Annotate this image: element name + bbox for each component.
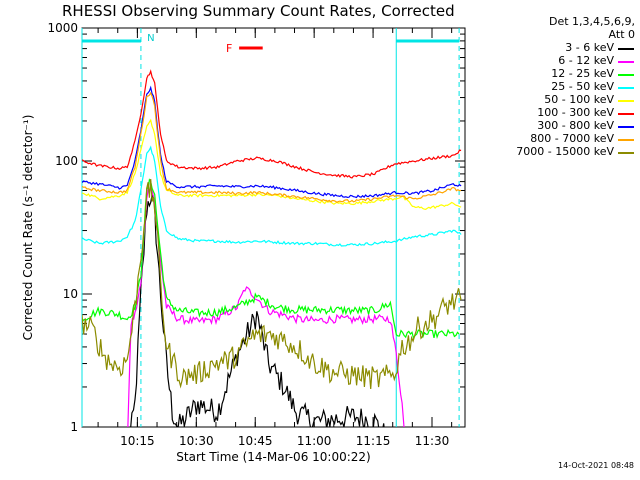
legend-swatch — [618, 126, 634, 128]
x-axis-label: Start Time (14-Mar-06 10:00:22) — [176, 450, 370, 464]
legend-label: 800 - 7000 keV — [530, 132, 614, 145]
y-tick-label: 100 — [55, 154, 78, 168]
legend-swatch — [618, 139, 634, 141]
y-tick-label: 1000 — [47, 21, 78, 35]
legend-swatch — [618, 152, 634, 154]
x-tick-label: 10:30 — [179, 434, 214, 448]
chart-title: RHESSI Observing Summary Count Rates, Co… — [62, 2, 455, 20]
legend-swatch — [618, 74, 634, 76]
legend-header-line-1: Det 1,3,4,5,6,9, — [548, 15, 635, 28]
legend-swatch — [618, 100, 634, 102]
y-tick-label: 10 — [63, 287, 78, 301]
x-tick-label: 11:30 — [415, 434, 450, 448]
legend-label: 12 - 25 keV — [551, 67, 614, 80]
legend-label: 300 - 800 keV — [537, 119, 614, 132]
legend-label: 3 - 6 keV — [565, 41, 614, 54]
series-group — [82, 69, 462, 427]
x-tick-label: 11:15 — [356, 434, 391, 448]
legend-swatch — [618, 48, 634, 50]
series-line-7000-15000-kev — [82, 179, 462, 390]
legend-label: 100 - 300 keV — [537, 106, 614, 119]
plot-frame — [81, 27, 466, 428]
series-line-100-300-kev — [82, 69, 462, 179]
series-line-6-12-kev — [127, 187, 405, 427]
series-line-800-7000-kev — [82, 91, 462, 203]
y-axis-label: Corrected Count Rate (s⁻¹ detector⁻¹) — [21, 115, 35, 341]
x-tick-label: 10:45 — [238, 434, 273, 448]
series-line-50-100-kev — [82, 118, 462, 211]
legend-label: 6 - 12 keV — [558, 54, 614, 67]
x-tick-label: 10:15 — [120, 434, 155, 448]
legend-swatch — [618, 87, 634, 89]
legend-header-line-2: Att 0 — [608, 28, 635, 41]
series-line-3-6-kev — [130, 194, 385, 427]
y-tick-label: 1 — [70, 420, 78, 434]
flare-label: F — [226, 42, 232, 55]
series-line-25-50-kev — [82, 145, 462, 247]
legend-label: 7000 - 15000 keV — [516, 145, 614, 158]
night-label: N — [147, 33, 154, 44]
legend-label: 25 - 50 keV — [551, 80, 614, 93]
legend-swatch — [618, 61, 634, 63]
legend-swatch — [618, 113, 634, 115]
timestamp: 14-Oct-2021 08:48 — [558, 461, 634, 470]
x-tick-label: 11:00 — [297, 434, 332, 448]
legend-label: 50 - 100 keV — [544, 93, 614, 106]
